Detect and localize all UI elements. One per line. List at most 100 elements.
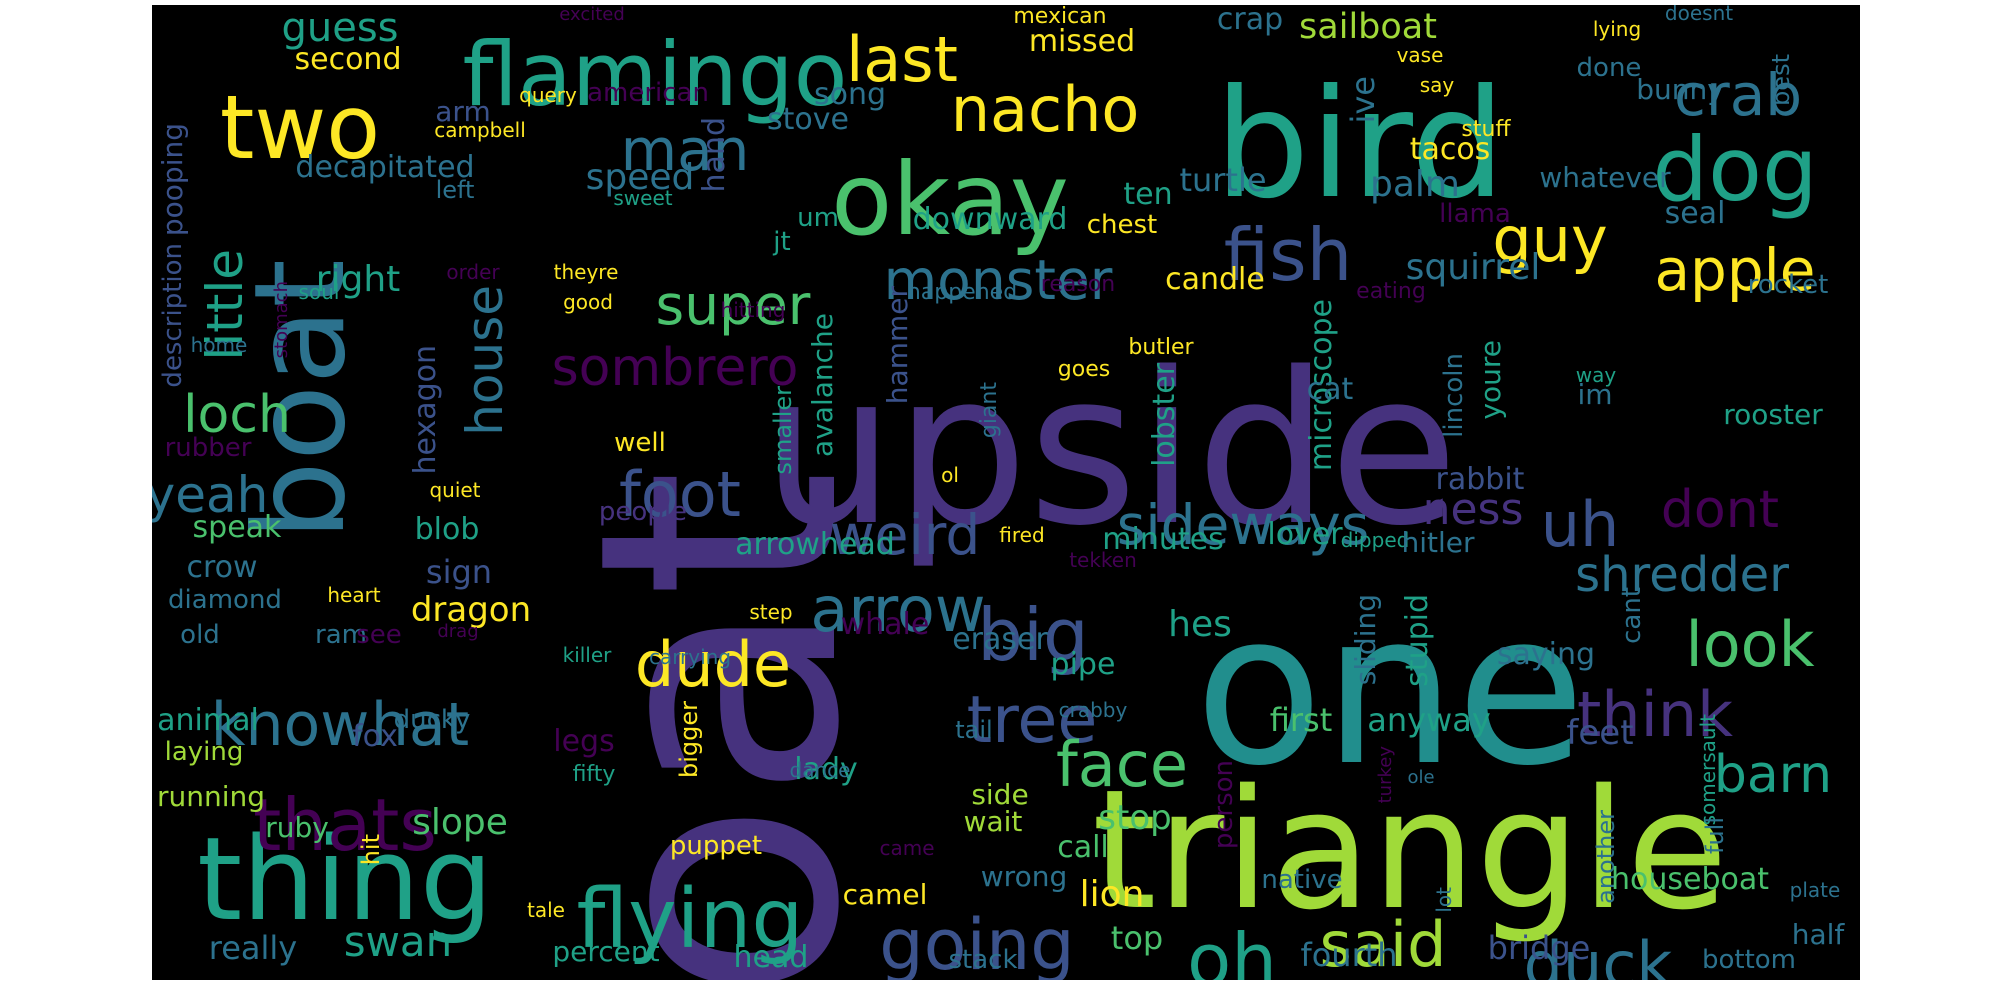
word-second: second [294,42,402,77]
word-native: native [1261,865,1343,895]
word-shredder: shredder [1575,547,1789,603]
word-jt: jt [773,227,791,257]
word-see: see [356,620,402,650]
word-wrong: wrong [980,860,1068,893]
word-reason: reason [1040,272,1116,297]
word-dude: dude [634,628,792,701]
word-weird: weird [829,502,981,567]
word-fox: fox [352,719,398,754]
word-tacos: tacos [1409,132,1491,167]
word-vase: vase [1396,43,1444,67]
word-house: house [456,284,514,436]
word-thats: thats [253,783,437,867]
word-lobster: lobster [1147,363,1182,467]
word-description: description [158,242,188,388]
word-blob: blob [414,512,480,547]
word-plate: plate [1789,878,1841,902]
word-heart: heart [327,583,381,607]
word-bird: bird [1214,58,1506,232]
word-cant: cant [1617,586,1647,644]
word-step: step [749,600,793,624]
word-duck: duck [1523,928,1673,981]
word-monster: monster [883,247,1113,312]
word-dragon: dragon [410,590,532,630]
word-swan: swan [343,917,453,966]
word-ive: ive [1344,76,1382,124]
word-candle: candle [1165,262,1265,297]
word-man: man [620,116,750,184]
word-sign: sign [425,553,493,591]
word-done: done [1576,53,1642,83]
word-mexican: mexican [1013,5,1107,29]
word-guy: guy [1492,203,1608,276]
word-first: first [1269,701,1333,739]
word-campbell: campbell [434,118,526,142]
word-upside: upside [761,327,1459,572]
word-way: way [1575,363,1617,387]
word-uh: uh [1540,488,1620,561]
word-say: say [1419,73,1455,97]
word-rocket: rocket [1747,270,1829,300]
word-flamingo: flamingo [462,23,848,126]
word-whale: whale [840,607,930,642]
word-sombrero: sombrero [551,338,799,398]
word-excited: excited [559,5,625,25]
word-look: look [1685,608,1815,681]
word-speed: speed [585,157,695,198]
word-rooster: rooster [1723,398,1823,431]
word-american: american [587,78,709,108]
word-hitting: hitting [720,298,786,322]
word-hitler: hitler [1401,526,1475,559]
word-puppet: puppet [669,831,763,861]
word-cat: cat [1306,372,1354,407]
word-full: full [1701,816,1729,854]
word-hexagon: hexagon [408,345,443,475]
word-somersault: somersault [1696,714,1720,826]
word-stuff: stuff [1461,117,1511,142]
word-hit: hit [357,834,385,866]
word-stupid: stupid [1400,593,1435,687]
word-cloud: boat upside one triangle boat thing bird okay fl… [152,5,1860,980]
word-lover: lover [1267,517,1343,552]
word-anyway: anyway [1367,701,1491,739]
word-palm: palm [1370,164,1460,205]
word-speak: speak [192,510,282,545]
word-hat: hat [370,690,470,760]
word-big: big [977,593,1089,677]
word-llama: llama [1439,199,1511,229]
word-youre: youre [1474,340,1507,420]
word-fish: fish [1223,213,1353,297]
word-know: know [210,690,370,760]
word-feet: feet [1566,713,1634,753]
word-tekken: tekken [1069,548,1137,572]
word-arrow: arrow [810,573,986,646]
word-giant: giant [977,381,1002,439]
word-said: said [1319,908,1447,980]
word-okay: okay [831,141,1069,258]
word-arm: arm [435,95,491,128]
word-soul: soul [298,280,340,304]
word-side: side [971,778,1029,811]
word-came: came [879,836,935,860]
word-tail: tail [955,716,993,744]
word-running: running [156,780,266,813]
word-dance: dance [789,758,851,782]
word-good: good [563,290,613,314]
word-carrying: carrying [648,645,732,669]
word-avalanche: avalanche [806,313,839,457]
word-laying: laying [164,737,244,767]
word-bunny: bunny [1636,73,1724,106]
word-happened: happened [906,280,1018,305]
word-lying: lying [1592,17,1642,41]
word-super: super [655,272,811,337]
word-pipe: pipe [1050,647,1116,682]
word-nacho: nacho [950,73,1140,146]
word-tree: tree [966,682,1098,758]
word-eraser: eraser [952,622,1048,657]
word-quiet: quiet [429,478,481,502]
word-stomach: stomach [271,281,292,359]
word-sweet: sweet [613,186,673,210]
word-half: half [1791,918,1845,951]
word-turtle: turtle [1179,161,1267,199]
word-fired: fired [999,523,1045,547]
